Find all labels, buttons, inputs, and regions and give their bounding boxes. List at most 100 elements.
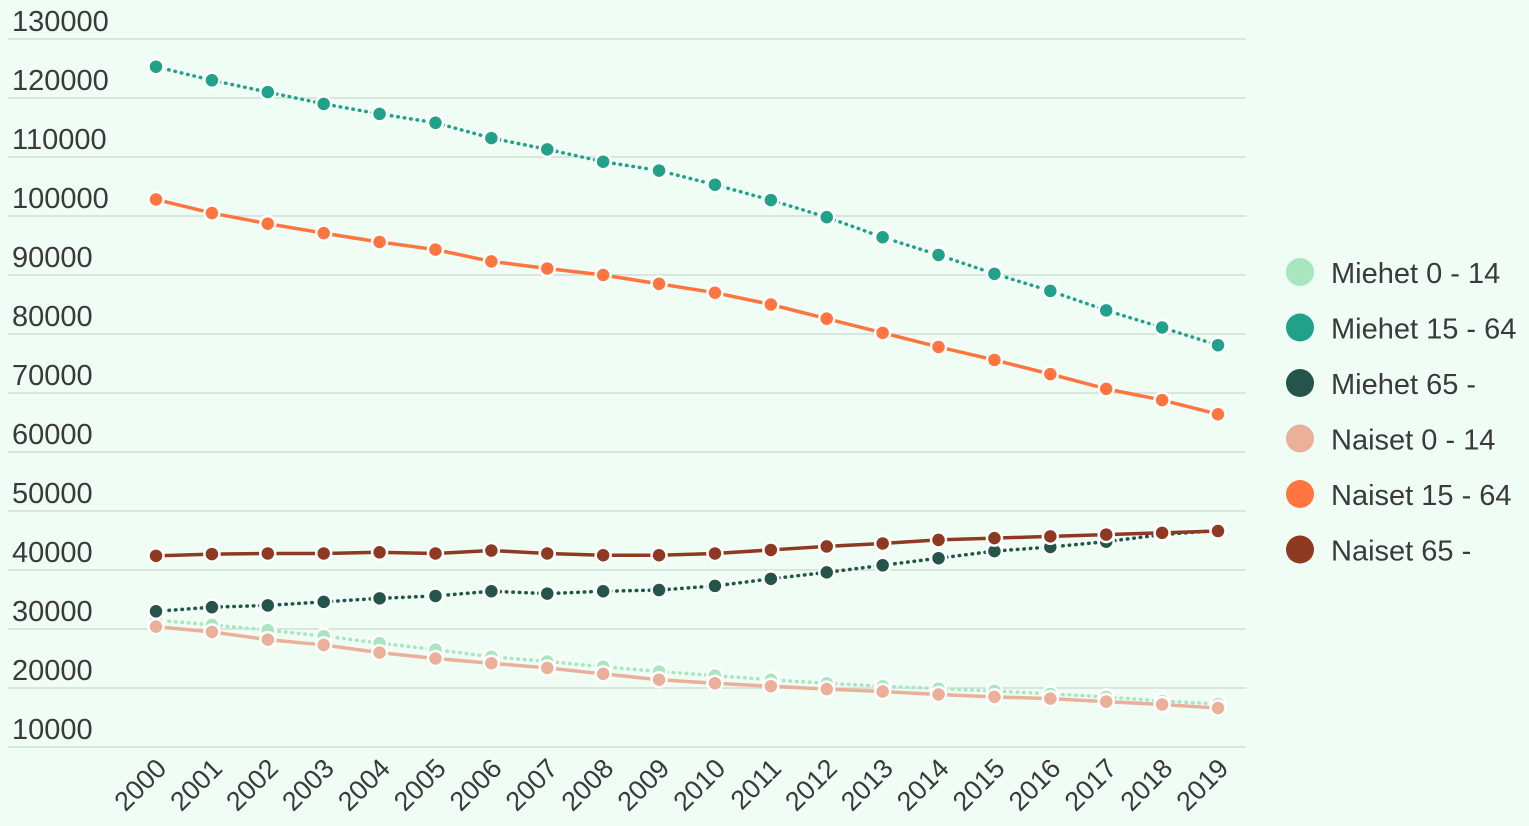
data-point <box>259 596 277 615</box>
legend: Miehet 0 - 14 Miehet 15 - 64 Miehet 65 - Na… <box>1286 258 1516 568</box>
data-point <box>594 582 612 600</box>
data-point <box>147 547 165 565</box>
data-point <box>259 630 277 649</box>
data-point <box>426 240 445 259</box>
x-tick-label: 2017 <box>1059 753 1123 817</box>
x-tick-label: 2018 <box>1115 753 1179 817</box>
data-point <box>370 233 389 251</box>
data-point <box>817 537 836 556</box>
y-tick-label: 80000 <box>12 301 93 333</box>
y-tick-label: 120000 <box>12 65 109 97</box>
data-point <box>873 324 892 342</box>
data-point <box>147 190 165 209</box>
data-point <box>1209 336 1227 354</box>
data-point <box>706 175 724 194</box>
legend-label: Miehet 65 - <box>1331 369 1476 401</box>
data-point <box>762 541 780 559</box>
data-point <box>314 544 333 563</box>
series-line <box>154 64 1220 347</box>
data-point <box>873 228 892 246</box>
legend-label: Naiset 15 - 64 <box>1331 480 1512 512</box>
legend-item: Naiset 65 - <box>1286 535 1471 568</box>
legend-swatch <box>1286 535 1314 564</box>
data-point <box>203 204 221 222</box>
data-point <box>1153 391 1171 409</box>
y-tick-label: 100000 <box>12 183 109 215</box>
legend-item: Naiset 15 - 64 <box>1286 480 1512 512</box>
data-point <box>1041 689 1060 708</box>
data-point <box>426 649 445 668</box>
x-tick-label: 2015 <box>947 753 1011 817</box>
data-point <box>985 265 1004 283</box>
y-tick-label: 20000 <box>12 655 93 687</box>
y-tick-label: 50000 <box>12 478 93 510</box>
data-point <box>985 351 1004 369</box>
data-point <box>370 105 389 123</box>
data-point <box>1209 405 1227 423</box>
x-tick-label: 2010 <box>667 753 731 817</box>
x-tick-label: 2011 <box>725 753 787 815</box>
data-point <box>538 259 557 278</box>
data-point <box>706 674 724 693</box>
data-point <box>929 549 948 567</box>
series-line <box>154 528 1220 614</box>
series-line <box>154 624 1220 710</box>
data-point <box>1041 365 1060 383</box>
series-3 <box>147 617 1227 717</box>
y-tick-label: 10000 <box>12 714 93 746</box>
legend-swatch <box>1286 480 1314 508</box>
data-point <box>259 214 277 233</box>
data-point <box>985 688 1004 706</box>
series-2 <box>147 521 1227 621</box>
data-point <box>650 161 668 180</box>
legend-swatch <box>1286 258 1314 286</box>
data-point <box>1153 318 1171 337</box>
x-tick-label: 2008 <box>556 753 620 817</box>
data-point <box>314 95 333 113</box>
x-tick-label: 2004 <box>332 753 396 817</box>
x-tick-label: 2001 <box>164 753 228 817</box>
data-point <box>1097 525 1115 544</box>
x-tick-label: 2003 <box>276 753 340 817</box>
data-point <box>817 208 836 226</box>
legend-item: Naiset 0 - 14 <box>1286 424 1495 457</box>
series-line <box>154 618 1220 706</box>
data-point <box>147 602 165 621</box>
data-point <box>650 546 668 564</box>
x-tick-label: 2012 <box>779 753 843 817</box>
data-point <box>370 643 389 662</box>
legend-label: Miehet 15 - 64 <box>1331 314 1516 346</box>
data-point <box>482 129 501 147</box>
data-point <box>594 546 612 564</box>
data-point <box>259 544 277 563</box>
data-point <box>929 685 948 704</box>
series-1 <box>147 57 1227 354</box>
data-point <box>1097 692 1115 711</box>
data-point <box>650 670 668 689</box>
data-point <box>538 140 557 159</box>
data-point <box>762 191 780 209</box>
data-point <box>929 246 948 264</box>
data-point <box>147 617 165 636</box>
data-point <box>426 587 445 605</box>
x-tick-label: 2000 <box>109 753 173 817</box>
data-point <box>706 577 724 595</box>
data-point <box>1041 527 1060 546</box>
data-point <box>1041 282 1060 300</box>
data-point <box>985 529 1004 547</box>
data-point <box>426 544 445 563</box>
data-point <box>538 584 557 603</box>
data-point <box>482 252 501 271</box>
data-point <box>203 623 221 641</box>
data-point <box>1153 695 1171 714</box>
data-point <box>426 114 445 132</box>
x-tick-label: 2016 <box>1003 753 1067 817</box>
series-line <box>154 197 1220 416</box>
data-point <box>1209 522 1227 540</box>
data-point <box>817 563 836 582</box>
series-4 <box>147 190 1227 423</box>
data-point <box>706 283 724 302</box>
data-point <box>762 570 780 588</box>
y-tick-label: 40000 <box>12 537 93 569</box>
